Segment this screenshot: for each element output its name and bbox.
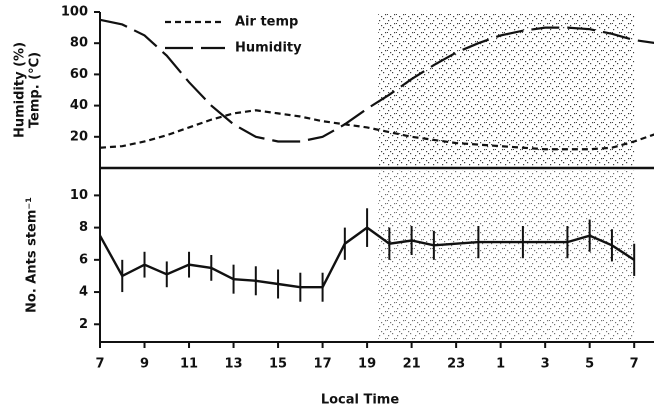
y-tick-label: 80 (70, 36, 88, 51)
y-tick-label: 100 (61, 5, 88, 20)
data-line (99, 109, 654, 151)
x-tick-label: 3 (541, 357, 550, 372)
y-tick-label: 6 (79, 252, 88, 267)
y-tick-label: 60 (70, 67, 88, 82)
x-tick-label: 13 (225, 357, 243, 372)
x-tick-label: 7 (95, 357, 104, 372)
y-axis-label: No. Ants stem⁻¹ (25, 197, 40, 313)
x-tick-label: 17 (314, 357, 332, 372)
night-shading (378, 170, 635, 340)
y-tick-label: 20 (70, 129, 88, 144)
x-tick-label: 19 (358, 357, 376, 372)
x-tick-label: 1 (496, 357, 505, 372)
x-tick-label: 9 (140, 357, 149, 372)
y-axis-label: Temp. (°C) (28, 52, 43, 128)
y-axis-label: Humidity (%) (13, 42, 28, 138)
x-tick-label: 11 (180, 357, 198, 372)
night-shading (378, 14, 635, 166)
legend-label: Humidity (235, 41, 302, 56)
x-axis-label: Local Time (321, 393, 400, 408)
x-tick-label: 15 (269, 357, 287, 372)
x-tick-label: 5 (585, 357, 594, 372)
y-tick-label: 2 (79, 317, 88, 332)
data-line (99, 18, 654, 143)
x-tick-label: 7 (630, 357, 639, 372)
legend-label: Air temp (235, 15, 298, 30)
y-tick-label: 8 (79, 220, 88, 235)
x-tick-label: 23 (447, 357, 465, 372)
x-tick-label: 21 (403, 357, 421, 372)
data-line (98, 226, 635, 289)
y-tick-label: 4 (79, 285, 88, 300)
y-tick-label: 40 (70, 98, 88, 113)
y-tick-label: 10 (70, 188, 88, 203)
